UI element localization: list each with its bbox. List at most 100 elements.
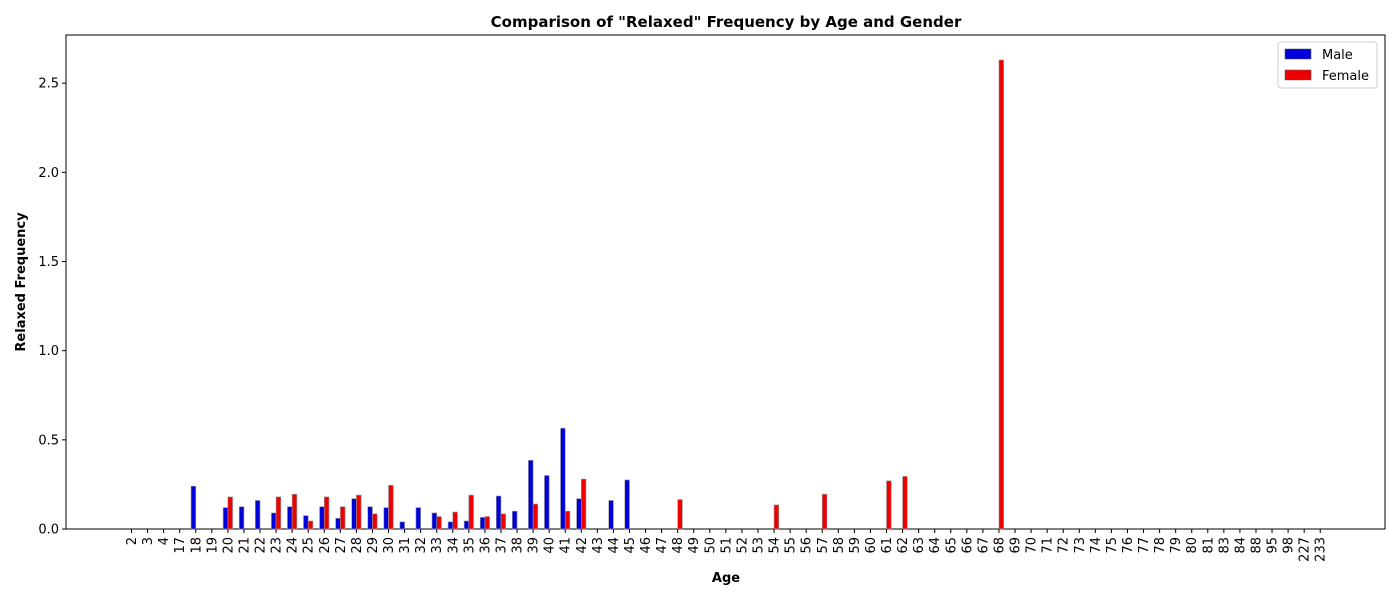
x-tick-label: 38 bbox=[511, 537, 526, 554]
plot-area bbox=[65, 34, 1386, 530]
bar-female-age-35 bbox=[468, 494, 474, 530]
x-axis: 2 3 4 17 18 19 20 21 22 23 24 25 26 27 28 29 30 31 32 33 34 3… bbox=[125, 529, 1329, 562]
x-tick-label: 72 bbox=[1057, 537, 1072, 554]
bars-group bbox=[190, 59, 1004, 530]
x-tick-label: 61 bbox=[880, 537, 895, 554]
x-tick-label: 76 bbox=[1121, 537, 1136, 554]
bar-female-age-34 bbox=[452, 511, 458, 530]
bar-male-age-24 bbox=[287, 506, 293, 530]
x-tick-label: 73 bbox=[1073, 537, 1088, 554]
x-tick-label: 55 bbox=[784, 537, 799, 554]
bar-female-age-30 bbox=[388, 485, 394, 530]
bar-male-age-21 bbox=[238, 506, 245, 530]
bar-male-age-37 bbox=[495, 495, 502, 530]
x-tick-label: 68 bbox=[992, 537, 1007, 554]
x-tick-label: 22 bbox=[254, 537, 269, 554]
bar-female-age-23 bbox=[275, 496, 282, 530]
x-tick-label: 23 bbox=[270, 537, 285, 554]
bar-male-age-25 bbox=[303, 515, 309, 530]
x-tick-label: 66 bbox=[960, 537, 975, 554]
x-tick-label: 31 bbox=[398, 537, 413, 554]
x-tick-label: 95 bbox=[1266, 537, 1281, 554]
x-tick-label: 227 bbox=[1298, 537, 1313, 562]
x-tick-label: 47 bbox=[655, 537, 670, 554]
x-tick-label: 64 bbox=[928, 537, 943, 554]
x-tick-label: 98 bbox=[1282, 537, 1297, 554]
x-tick-label: 36 bbox=[478, 537, 493, 554]
y-tick-label: 2.5 bbox=[38, 77, 59, 92]
x-tick-label: 69 bbox=[1009, 537, 1024, 554]
x-tick-label: 77 bbox=[1137, 537, 1152, 554]
x-tick-label: 17 bbox=[173, 537, 188, 554]
chart-title: Comparison of "Relaxed" Frequency by Age… bbox=[491, 13, 962, 31]
bar-female-age-68 bbox=[998, 59, 1004, 530]
bar-female-age-24 bbox=[291, 493, 298, 530]
x-tick-label: 3 bbox=[141, 537, 156, 545]
x-tick-label: 88 bbox=[1249, 537, 1264, 554]
x-tick-label: 233 bbox=[1314, 537, 1329, 562]
bar-female-age-37 bbox=[500, 513, 506, 530]
bar-male-age-28 bbox=[351, 498, 357, 530]
x-tick-label: 62 bbox=[896, 537, 911, 554]
bar-male-age-33 bbox=[431, 512, 438, 530]
bar-male-age-22 bbox=[255, 500, 261, 530]
x-tick-label: 75 bbox=[1105, 537, 1120, 554]
x-tick-label: 28 bbox=[350, 537, 365, 554]
x-tick-label: 29 bbox=[366, 537, 381, 554]
x-tick-label: 74 bbox=[1089, 537, 1104, 554]
x-tick-label: 58 bbox=[832, 537, 847, 554]
y-tick-label: 0.5 bbox=[38, 433, 59, 448]
x-tick-label: 33 bbox=[430, 537, 445, 554]
legend-label-male: Male bbox=[1322, 48, 1353, 63]
bar-female-age-39 bbox=[532, 503, 539, 530]
bar-male-age-41 bbox=[560, 427, 566, 530]
y-axis-label: Relaxed Frequency bbox=[14, 212, 29, 352]
x-tick-label: 44 bbox=[607, 537, 622, 554]
bar-female-age-26 bbox=[323, 496, 330, 530]
x-tick-label: 84 bbox=[1233, 537, 1248, 554]
x-tick-label: 46 bbox=[639, 537, 654, 554]
bar-male-age-42 bbox=[576, 498, 582, 530]
x-tick-label: 60 bbox=[864, 537, 879, 554]
x-tick-label: 25 bbox=[302, 537, 317, 554]
y-tick-label: 2.0 bbox=[38, 166, 59, 181]
y-tick-label: 1.0 bbox=[38, 344, 59, 359]
x-axis-label: Age bbox=[712, 571, 740, 586]
bar-male-age-44 bbox=[608, 500, 614, 530]
x-tick-label: 37 bbox=[494, 537, 509, 554]
bar-female-age-27 bbox=[340, 506, 346, 530]
legend: Male Female bbox=[1277, 41, 1378, 89]
x-tick-label: 83 bbox=[1217, 537, 1232, 554]
bar-female-age-48 bbox=[677, 499, 683, 530]
bar-male-age-29 bbox=[367, 506, 373, 530]
x-tick-label: 80 bbox=[1185, 537, 1200, 554]
legend-swatch-male bbox=[1284, 48, 1312, 60]
bar-female-age-20 bbox=[227, 496, 233, 530]
bar-male-age-27 bbox=[335, 517, 341, 530]
x-tick-label: 26 bbox=[318, 537, 333, 554]
bar-male-age-31 bbox=[399, 521, 405, 530]
y-tick-label: 1.5 bbox=[38, 255, 59, 270]
x-tick-label: 40 bbox=[543, 537, 558, 554]
x-tick-label: 30 bbox=[382, 537, 397, 554]
legend-swatch-female bbox=[1284, 69, 1312, 81]
x-tick-label: 2 bbox=[125, 537, 140, 545]
x-tick-label: 48 bbox=[671, 537, 686, 554]
x-tick-label: 35 bbox=[462, 537, 477, 554]
x-tick-label: 56 bbox=[800, 537, 815, 554]
x-tick-label: 45 bbox=[623, 537, 638, 554]
bar-female-age-42 bbox=[580, 478, 587, 530]
x-tick-label: 21 bbox=[237, 537, 252, 554]
x-tick-label: 53 bbox=[751, 537, 766, 554]
y-axis: 0.0 0.5 1.0 1.5 2.0 2.5 bbox=[38, 77, 66, 538]
bar-male-age-40 bbox=[544, 475, 550, 530]
bar-female-age-62 bbox=[902, 476, 908, 530]
bar-male-age-30 bbox=[383, 507, 389, 530]
x-tick-label: 67 bbox=[976, 537, 991, 554]
bar-male-age-36 bbox=[479, 517, 486, 530]
x-tick-label: 65 bbox=[944, 537, 959, 554]
bar-female-age-36 bbox=[484, 516, 490, 530]
x-tick-label: 32 bbox=[414, 537, 429, 554]
